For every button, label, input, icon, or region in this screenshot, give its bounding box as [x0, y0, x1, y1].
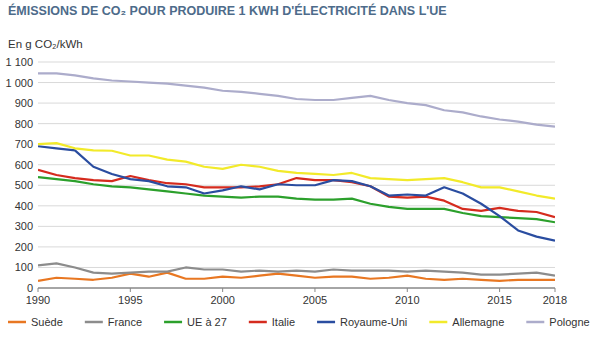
plot-area [38, 73, 555, 281]
y-tick-label: 0 [27, 282, 33, 294]
grid-line [38, 164, 555, 165]
x-tick-label: 1995 [118, 294, 142, 306]
x-tick-label: 2005 [303, 294, 327, 306]
grid-line [38, 205, 555, 206]
y-tick-label: 200 [15, 241, 33, 253]
legend-swatch [164, 321, 182, 324]
legend-swatch [8, 321, 26, 324]
grid-line [38, 288, 555, 289]
legend-swatch [249, 321, 267, 324]
legend-label: Pologne [549, 316, 589, 328]
legend-label: Suède [31, 316, 63, 328]
series-line [38, 73, 555, 126]
title: ÉMISSIONS DE CO₂ POUR PRODUIRE 1 KWH D'É… [8, 3, 447, 18]
series-line [38, 143, 555, 198]
x-tick-label: 2010 [395, 294, 419, 306]
grid-line [38, 144, 555, 145]
y-tick-label: 800 [15, 118, 33, 130]
legend-label: France [108, 316, 142, 328]
x-tick [38, 288, 39, 292]
chart: ÉMISSIONS DE CO₂ POUR PRODUIRE 1 KWH D'É… [0, 0, 593, 341]
x-tick [555, 288, 556, 292]
grid-line [38, 62, 555, 63]
grid-line [38, 226, 555, 227]
y-tick-label: 400 [15, 200, 33, 212]
y-axis-label: En g CO₂/kWh [8, 38, 83, 50]
y-tick-label: 1 100 [5, 56, 33, 68]
legend-label: Royaume-Uni [340, 316, 407, 328]
y-tick-label: 300 [15, 220, 33, 232]
x-axis-line [38, 288, 555, 289]
y-tick-label: 100 [15, 261, 33, 273]
x-tick-label: 2018 [543, 294, 567, 306]
x-tick-label: 2015 [487, 294, 511, 306]
grid-line [38, 103, 555, 104]
y-tick-label: 500 [15, 179, 33, 191]
x-tick-label: 1990 [26, 294, 50, 306]
series-line [38, 146, 555, 241]
x-tick [130, 288, 131, 292]
series-line [38, 177, 555, 222]
legend-swatch [85, 321, 103, 324]
x-tick [314, 288, 315, 292]
legend-swatch [317, 321, 335, 324]
legend-swatch [526, 321, 544, 324]
grid-line [38, 267, 555, 268]
y-tick-label: 1 000 [5, 77, 33, 89]
x-tick [222, 288, 223, 292]
y-tick-label: 700 [15, 138, 33, 150]
grid-line [38, 246, 555, 247]
grid-line [38, 123, 555, 124]
series-line [38, 170, 555, 217]
y-tick-label: 600 [15, 159, 33, 171]
legend-label: UE à 27 [187, 316, 227, 328]
legend: Suède France UE à 27 Italie Royaume-Uni Allem… [8, 316, 590, 328]
x-tick-label: 2000 [210, 294, 234, 306]
y-tick-label: 900 [15, 97, 33, 109]
x-tick [407, 288, 408, 292]
legend-label: Italie [272, 316, 295, 328]
grid-line [38, 82, 555, 83]
legend-label: Allemagne [452, 316, 504, 328]
x-tick [499, 288, 500, 292]
series-line [38, 263, 555, 275]
legend-swatch [429, 321, 447, 324]
